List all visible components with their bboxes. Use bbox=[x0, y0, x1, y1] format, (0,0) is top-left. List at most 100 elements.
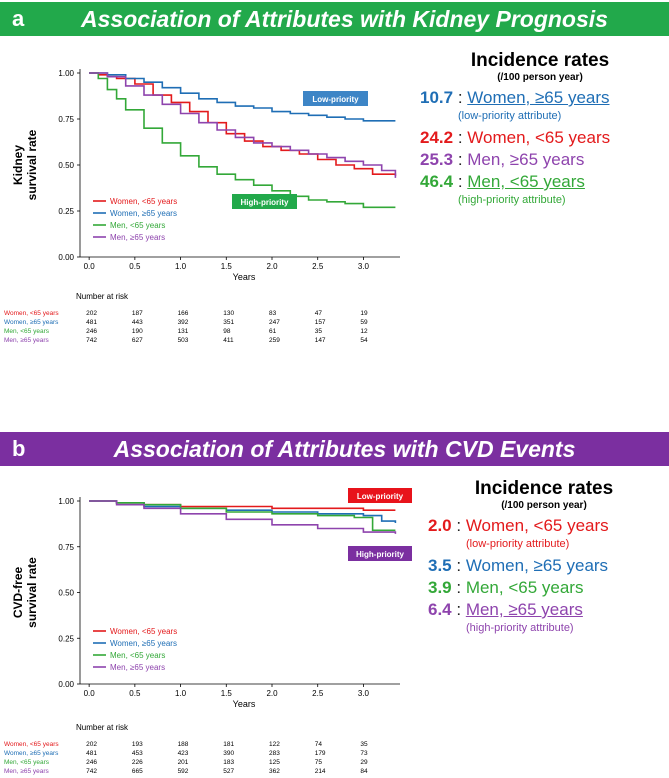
risk-cell: 481 bbox=[86, 750, 97, 757]
x-axis-label: Years bbox=[233, 272, 256, 282]
risk-cell: 188 bbox=[178, 741, 189, 748]
panel-a-letter: a bbox=[12, 6, 25, 31]
risk-cell: 187 bbox=[132, 310, 143, 317]
x-tick-label: 0.0 bbox=[84, 262, 96, 271]
y-tick-label: 0.50 bbox=[58, 161, 74, 170]
rate-row: 2.0 : Women, <65 years bbox=[428, 515, 660, 537]
rate-row: 3.9 : Men, <65 years bbox=[428, 577, 660, 599]
risk-cell: 122 bbox=[269, 741, 280, 748]
risk-cell: 201 bbox=[178, 759, 189, 766]
high-priority-tag bbox=[348, 546, 412, 561]
rates-subheading: (/100 person year) bbox=[501, 500, 587, 511]
risk-cell: 125 bbox=[269, 759, 280, 766]
risk-cell: 83 bbox=[269, 310, 277, 317]
legend-label: Women, <65 years bbox=[110, 627, 177, 636]
risk-cell: 47 bbox=[315, 310, 323, 317]
legend-label: Men, <65 years bbox=[110, 651, 165, 660]
y-axis-label-line2: survival rate bbox=[25, 129, 39, 200]
high-priority-tag-text: High-priority bbox=[241, 198, 290, 207]
legend-label: Women, ≥65 years bbox=[110, 209, 177, 218]
low-priority-tag-text: Low-priority bbox=[357, 492, 404, 501]
x-tick-label: 3.0 bbox=[358, 689, 370, 698]
risk-cell: 35 bbox=[360, 741, 368, 748]
risk-cell: 84 bbox=[360, 768, 368, 775]
risk-cell: 130 bbox=[223, 310, 234, 317]
low-priority-tag bbox=[303, 91, 368, 106]
risk-cell: 392 bbox=[178, 319, 189, 326]
rate-value: 3.9 bbox=[428, 578, 452, 597]
risk-cell: 226 bbox=[132, 759, 143, 766]
panel-b-banner: b Association of Attributes with CVD Eve… bbox=[0, 432, 669, 466]
risk-row-label: Men, ≥65 years bbox=[4, 337, 50, 344]
risk-cell: 503 bbox=[178, 337, 189, 344]
risk-cell: 29 bbox=[360, 759, 368, 766]
x-tick-label: 2.0 bbox=[266, 262, 278, 271]
x-tick-label: 1.5 bbox=[221, 262, 233, 271]
rate-value: 6.4 bbox=[428, 600, 452, 619]
y-tick-label: 1.00 bbox=[58, 69, 74, 78]
x-tick-label: 2.0 bbox=[266, 689, 278, 698]
rate-separator: : bbox=[451, 578, 466, 597]
risk-cell: 443 bbox=[132, 319, 143, 326]
rate-label: Women, ≥65 years bbox=[465, 556, 609, 575]
panel-a-title: Association of Attributes with Kidney Pr… bbox=[81, 6, 608, 32]
risk-cell: 181 bbox=[223, 741, 234, 748]
low-priority-tag-text: Low-priority bbox=[312, 95, 359, 104]
x-tick-label: 1.0 bbox=[175, 689, 187, 698]
risk-row-label: Men, ≥65 years bbox=[4, 768, 50, 775]
rate-value: 25.3 bbox=[420, 150, 454, 169]
risk-cell: 131 bbox=[178, 328, 189, 335]
risk-cell: 166 bbox=[178, 310, 189, 317]
risk-cell: 214 bbox=[315, 768, 326, 775]
risk-cell: 411 bbox=[223, 337, 234, 344]
panel-b-letter: b bbox=[12, 436, 26, 461]
rate-note: (high-priority attribute) bbox=[466, 622, 574, 634]
rate-label: Women, <65 years bbox=[467, 128, 611, 147]
high-priority-tag-text: High-priority bbox=[356, 550, 405, 559]
risk-cell: 742 bbox=[86, 768, 97, 775]
risk-row-label: Women, ≥65 years bbox=[4, 750, 59, 757]
x-tick-label: 0.5 bbox=[129, 689, 141, 698]
rate-separator: : bbox=[451, 556, 466, 575]
rate-value: 2.0 bbox=[428, 516, 452, 535]
risk-cell: 183 bbox=[223, 759, 234, 766]
risk-cell: 202 bbox=[86, 310, 97, 317]
x-tick-label: 2.5 bbox=[312, 689, 324, 698]
legend-label: Women, ≥65 years bbox=[110, 639, 177, 648]
panel-a-chart: 0.00 0.25 0.50 0.75 1.00 0.0 0.5 1.0 1.5 2.0 2.5 3.… bbox=[4, 69, 400, 344]
y-tick-label: 0.75 bbox=[58, 543, 74, 552]
survival-curve-men-65-years bbox=[89, 72, 397, 178]
risk-cell: 246 bbox=[86, 759, 97, 766]
risk-row-label: Women, ≥65 years bbox=[4, 319, 59, 326]
x-tick-label: 2.5 bbox=[312, 262, 324, 271]
legend-label: Women, <65 years bbox=[110, 197, 177, 206]
risk-cell: 246 bbox=[86, 328, 97, 335]
y-axis-label-line2: survival rate bbox=[25, 557, 39, 628]
risk-cell: 35 bbox=[315, 328, 323, 335]
y-tick-label: 0.00 bbox=[58, 680, 74, 689]
risk-cell: 75 bbox=[315, 759, 323, 766]
rate-separator: : bbox=[453, 172, 468, 191]
rate-note: (high-priority attribute) bbox=[458, 194, 566, 206]
risk-cell: 98 bbox=[223, 328, 231, 335]
risk-cell: 423 bbox=[178, 750, 189, 757]
rate-label: Women, <65 years bbox=[465, 516, 609, 535]
rate-label: Women, ≥65 years bbox=[467, 88, 610, 107]
risk-cell: 453 bbox=[132, 750, 143, 757]
risk-cell: 12 bbox=[360, 328, 368, 335]
x-tick-label: 3.0 bbox=[358, 262, 370, 271]
x-tick-label: 0.0 bbox=[84, 689, 96, 698]
risk-cell: 390 bbox=[223, 750, 234, 757]
panel-a-banner: a Association of Attributes with Kidney … bbox=[0, 2, 669, 36]
panel-a-incidence-rates: Incidence rates (/100 person year) 10.7 … bbox=[420, 50, 660, 211]
rate-label: Men, ≥65 years bbox=[467, 150, 585, 169]
rate-row: 25.3 : Men, ≥65 years bbox=[420, 149, 660, 171]
legend-label: Men, ≥65 years bbox=[110, 233, 165, 242]
panel-b-incidence-rates: Incidence rates (/100 person year) 2.0 :… bbox=[428, 478, 660, 639]
rate-separator: : bbox=[451, 600, 466, 619]
high-priority-tag bbox=[232, 194, 297, 209]
rates-heading: Incidence rates bbox=[470, 50, 610, 71]
risk-row-label: Women, <65 years bbox=[4, 741, 59, 748]
rate-row: 46.4 : Men, <65 years bbox=[420, 171, 660, 193]
risk-cell: 61 bbox=[269, 328, 277, 335]
